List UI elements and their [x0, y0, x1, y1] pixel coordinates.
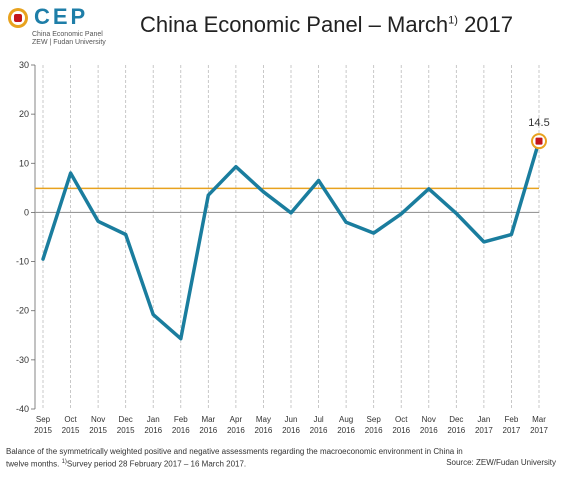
x-tick-label-month: Feb	[505, 415, 519, 424]
y-tick-label: -30	[16, 355, 29, 365]
x-tick-label-year: 2015	[62, 426, 80, 435]
x-tick-label-year: 2016	[255, 426, 273, 435]
series-line	[41, 139, 541, 341]
x-tick-label-year: 2016	[447, 426, 465, 435]
x-tick-label-year: 2016	[392, 426, 410, 435]
source-note: Source: ZEW/Fudan University	[446, 458, 556, 467]
footer-line-2-post: Survey period 28 February 2017 – 16 Marc…	[66, 459, 247, 469]
x-tick-label-month: Jun	[285, 415, 298, 424]
x-tick-label-month: Dec	[449, 415, 463, 424]
x-tick-label-year: 2016	[144, 426, 162, 435]
footer-line-2: twelve months. 1)Survey period 28 Februa…	[6, 457, 556, 470]
x-tick-label-month: Feb	[174, 415, 188, 424]
last-point-marker	[535, 137, 543, 145]
x-tick-label-year: 2016	[365, 426, 383, 435]
x-tick-label-year: 2015	[34, 426, 52, 435]
last-value-label: 14.5	[528, 117, 549, 129]
x-tick-label-month: Oct	[395, 415, 408, 424]
x-tick-label-month: Jan	[477, 415, 490, 424]
cep-logo-icon	[8, 8, 28, 28]
y-tick-label: -40	[16, 404, 29, 414]
y-tick-label: -20	[16, 306, 29, 316]
x-tick-label-month: Nov	[91, 415, 105, 424]
logo-text: CEP	[34, 4, 89, 29]
footer-line-2-pre: twelve months.	[6, 459, 62, 469]
cep-logo: CEP China Economic Panel ZEW | Fudan Uni…	[8, 4, 128, 48]
x-tick-label-month: Mar	[532, 415, 546, 424]
title-year: 2017	[464, 12, 514, 37]
y-tick-label: 30	[19, 60, 29, 70]
x-tick-label-month: Apr	[230, 415, 243, 424]
footer-footnote-mark: 1)	[61, 459, 67, 465]
x-tick-label-month: Dec	[119, 415, 133, 424]
x-tick-label-month: Jul	[313, 415, 323, 424]
title-footnote-mark: 1)	[448, 14, 458, 27]
page-title: China Economic Panel – March1) 2017	[140, 12, 513, 38]
chart-footer: Balance of the symmetrically weighted po…	[6, 446, 556, 470]
x-tick-label-year: 2017	[503, 426, 521, 435]
x-tick-label-year: 2015	[89, 426, 107, 435]
x-tick-label-month: Mar	[201, 415, 215, 424]
x-tick-label-month: Sep	[367, 415, 382, 424]
y-tick-label: 0	[24, 207, 29, 217]
x-tick-label-month: Nov	[422, 415, 436, 424]
logo-subtitle-2: ZEW | Fudan University	[32, 39, 106, 46]
x-tick-label-year: 2015	[117, 426, 135, 435]
y-tick-label: -10	[16, 257, 29, 267]
x-tick-label-month: Aug	[339, 415, 353, 424]
x-tick-label-month: Sep	[36, 415, 51, 424]
y-tick-label: 10	[19, 158, 29, 168]
x-tick-label-month: Oct	[64, 415, 77, 424]
x-tick-label-year: 2017	[475, 426, 493, 435]
x-tick-label-year: 2016	[420, 426, 438, 435]
x-tick-label-year: 2016	[172, 426, 190, 435]
title-main: China Economic Panel – March	[140, 12, 449, 37]
y-tick-label: 20	[19, 109, 29, 119]
x-tick-label-year: 2016	[310, 426, 328, 435]
x-tick-label-year: 2016	[227, 426, 245, 435]
x-tick-label-year: 2016	[282, 426, 300, 435]
x-tick-label-year: 2016	[337, 426, 355, 435]
x-tick-label-month: Jan	[147, 415, 160, 424]
x-tick-label-month: May	[256, 415, 271, 424]
logo-subtitle-1: China Economic Panel	[32, 31, 103, 38]
x-tick-label-year: 2017	[530, 426, 548, 435]
x-tick-label-year: 2016	[199, 426, 217, 435]
footer-line-1: Balance of the symmetrically weighted po…	[6, 447, 463, 456]
